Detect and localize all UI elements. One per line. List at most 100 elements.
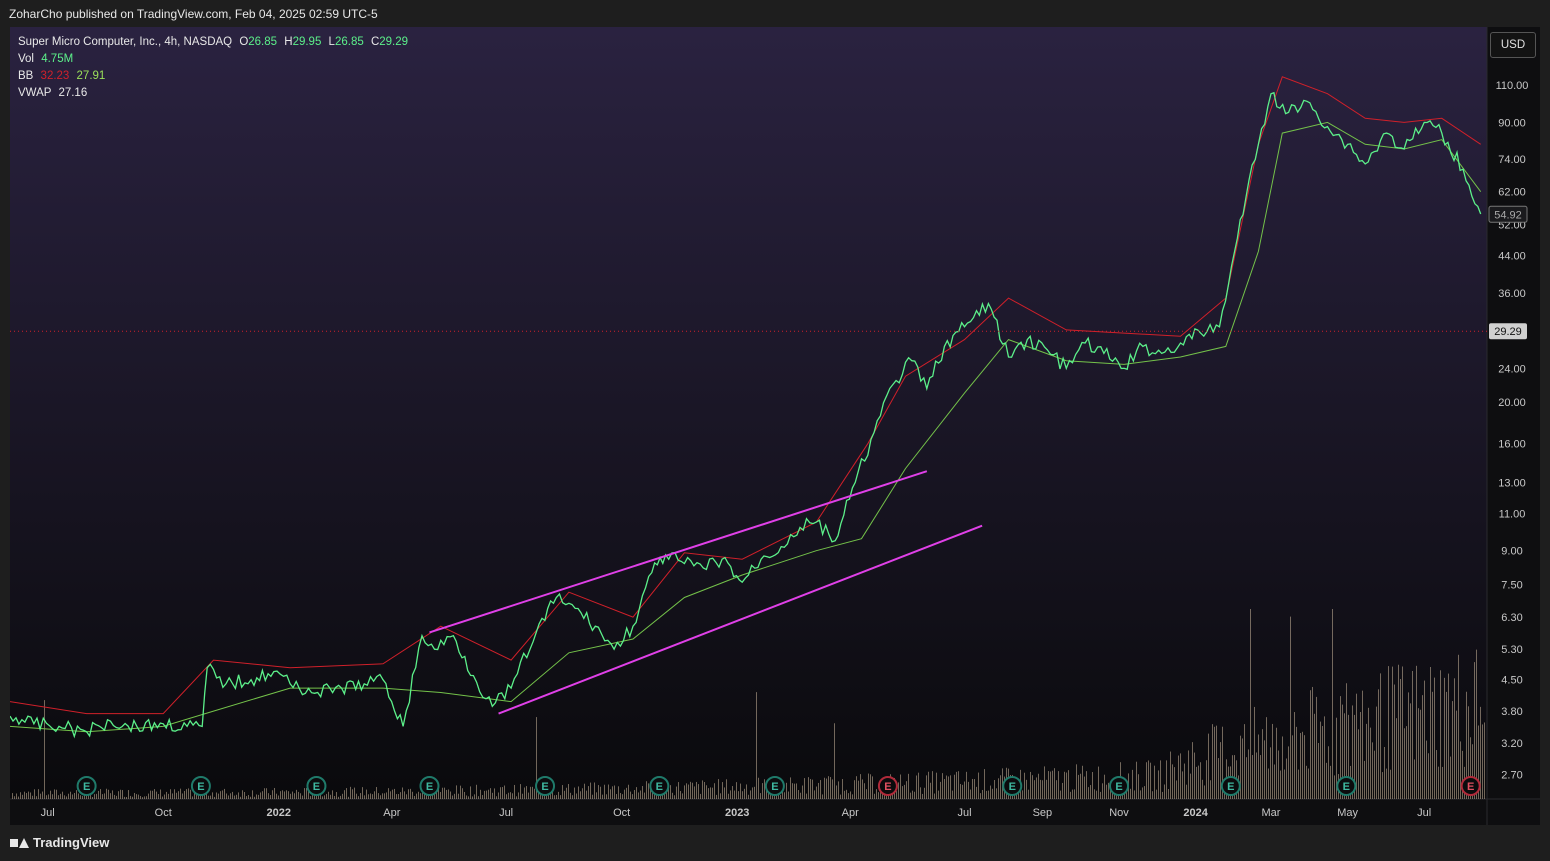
volume-bar [534,788,535,799]
volume-bar [138,794,139,799]
legend-close-value: 29.29 [379,36,409,48]
y-tick-label: 5.30 [1501,644,1522,656]
volume-bar [1368,707,1369,799]
volume-bar [710,787,711,799]
current-price-label: 29.29 [1494,326,1522,338]
volume-bar [1412,670,1413,799]
volume-bar [926,775,927,799]
earnings-marker[interactable]: E [190,776,211,796]
earnings-marker[interactable]: E [877,776,898,796]
y-tick-label: 44.00 [1498,251,1526,263]
volume-bar [380,795,381,799]
volume-bar [610,789,611,799]
volume-bar [694,786,695,799]
volume-bar [1258,734,1259,799]
volume-bar [636,787,637,799]
volume-bar [832,779,833,799]
volume-bar [606,794,607,799]
volume-bar [1390,769,1391,799]
volume-bar [1088,787,1089,799]
volume-bar [1166,760,1167,799]
tradingview-brand[interactable]: TradingView [10,835,109,850]
earnings-marker[interactable]: E [649,776,670,796]
volume-bar [1000,775,1001,799]
volume-bar [1150,762,1151,799]
currency-button[interactable]: USD [1490,32,1536,58]
earnings-marker-label: E [426,781,433,793]
volume-bar [940,781,941,799]
volume-bar [468,796,469,799]
earnings-marker[interactable]: E [535,776,556,796]
earnings-marker[interactable]: E [76,776,97,796]
earnings-marker[interactable]: E [1220,776,1241,796]
volume-bar [754,786,755,799]
volume-bar [994,780,995,799]
x-tick-label: May [1337,807,1358,819]
volume-bar [70,791,71,799]
earnings-marker[interactable]: E [1002,776,1023,796]
volume-bar [58,795,59,799]
x-tick-label: Jul [1417,807,1431,819]
volume-bar [1304,735,1305,799]
volume-bar [28,791,29,799]
volume-bar [590,782,591,799]
volume-bar [1278,750,1279,799]
volume-bar [796,783,797,799]
volume-bar [676,786,677,799]
volume-bar [124,796,125,799]
volume-bar [936,772,937,799]
earnings-marker[interactable]: E [1336,776,1357,796]
plot-background [10,27,1487,799]
volume-bar [612,786,613,799]
earnings-marker[interactable]: E [1460,776,1481,796]
volume-bar [400,792,401,799]
earnings-marker[interactable]: E [1109,776,1130,796]
y-tick-label: 3.20 [1501,738,1522,750]
volume-bar [502,787,503,799]
volume-bar [126,796,127,799]
volume-bar [1160,760,1161,799]
y-tick-label: 36.00 [1498,288,1526,300]
volume-bar [354,787,355,799]
volume-bar [974,779,975,799]
earnings-marker[interactable]: E [306,776,327,796]
volume-bar [1320,721,1321,799]
volume-bar [352,789,353,799]
y-tick-label: 62.00 [1498,187,1526,199]
volume-bar [1138,774,1139,799]
volume-bar [1370,727,1371,799]
volume-bar [424,790,425,799]
volume-bar [1288,746,1289,799]
volume-bar [1366,723,1367,799]
volume-bar [1420,709,1421,799]
volume-bar [192,796,193,799]
volume-bar [1016,791,1017,799]
volume-bar [830,777,831,799]
volume-bar [276,793,277,799]
volume-bar [1402,666,1403,799]
volume-bar [312,793,313,799]
earnings-marker[interactable]: E [764,776,785,796]
volume-bar [1428,753,1429,799]
volume-bar [514,784,515,799]
volume-bar [60,793,61,799]
volume-bar [1260,755,1261,799]
earnings-marker-label: E [656,781,663,793]
volume-bar [812,779,813,799]
volume-bar [810,778,811,799]
volume-bar [240,796,241,799]
earnings-marker[interactable]: E [419,776,440,796]
volume-bar [186,789,187,799]
volume-bar [434,794,435,799]
volume-bar [438,788,439,799]
volume-bar [922,793,923,799]
volume-bar [802,785,803,799]
volume-bar [526,786,527,799]
volume-bar [22,794,23,799]
volume-bar [910,792,911,799]
volume-bar [1144,786,1145,799]
volume-bar [1190,773,1191,799]
volume-bar [50,790,51,799]
